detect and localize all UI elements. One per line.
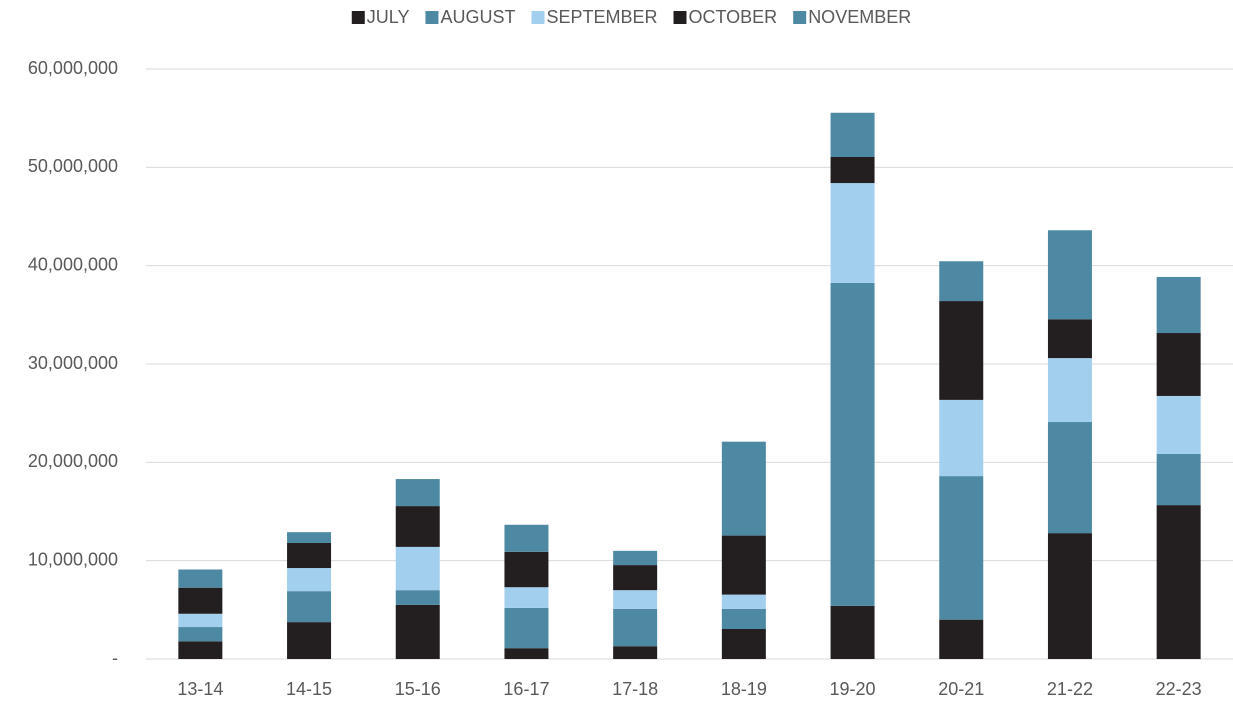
bar-segment xyxy=(395,604,440,659)
x-tick-label: 14-15 xyxy=(286,679,332,699)
bar-segment xyxy=(613,590,658,609)
bar-segment xyxy=(395,546,440,591)
x-tick-label: 13-14 xyxy=(177,679,223,699)
bar-segment xyxy=(939,261,984,302)
legend-swatch xyxy=(531,11,545,24)
bar-segment xyxy=(1156,276,1201,334)
bar-segment xyxy=(830,157,875,184)
legend-label: AUGUST xyxy=(440,7,515,27)
bar-segment xyxy=(287,622,332,659)
bar-segment xyxy=(287,591,332,623)
bar-segment xyxy=(1156,395,1201,454)
x-tick-label: 17-18 xyxy=(612,679,658,699)
x-tick-label: 21-22 xyxy=(1047,679,1093,699)
legend-swatch xyxy=(673,11,687,24)
y-tick-label: 10,000,000 xyxy=(28,549,118,569)
x-tick-label: 18-19 xyxy=(721,679,767,699)
legend-swatch xyxy=(793,11,807,24)
bar-segment xyxy=(1156,333,1201,396)
bar-segment xyxy=(287,542,332,569)
legend-swatch xyxy=(351,11,365,24)
bar-segment xyxy=(1047,533,1092,659)
bar-segment xyxy=(287,532,332,543)
bar-segment xyxy=(1047,358,1092,423)
bar-segment xyxy=(504,551,549,588)
bar-segment xyxy=(395,479,440,507)
bar-segment xyxy=(504,587,549,608)
x-tick-label: 20-21 xyxy=(938,679,984,699)
x-tick-label: 22-23 xyxy=(1156,679,1202,699)
bar-segment xyxy=(178,627,223,642)
bar-segment xyxy=(395,590,440,605)
legend-label: JULY xyxy=(367,7,410,27)
bar-segment xyxy=(613,565,658,591)
bar-segment xyxy=(504,607,549,649)
bar-segment xyxy=(613,608,658,647)
x-tick-label: 19-20 xyxy=(830,679,876,699)
bar-segment xyxy=(504,524,549,552)
bar-segment xyxy=(1156,453,1201,506)
bar-segment xyxy=(178,641,223,659)
y-tick-label: 50,000,000 xyxy=(28,156,118,176)
bar-segment xyxy=(721,441,766,536)
bar-segment xyxy=(830,282,875,606)
bar-segment xyxy=(939,399,984,477)
legend-label: SEPTEMBER xyxy=(546,7,657,27)
bar-segment xyxy=(613,550,658,566)
bar-segment xyxy=(1156,505,1201,659)
bar-segment xyxy=(178,613,223,628)
bar-segment xyxy=(721,608,766,630)
x-tick-label: 15-16 xyxy=(395,679,441,699)
y-tick-label: 60,000,000 xyxy=(28,58,118,78)
legend-swatch xyxy=(425,11,439,24)
bar-segment xyxy=(613,646,658,659)
bar-segment xyxy=(178,587,223,614)
y-tick-label: 40,000,000 xyxy=(28,254,118,274)
bar-segment xyxy=(395,506,440,547)
bar-segment xyxy=(721,535,766,595)
bar-segment xyxy=(1047,230,1092,320)
legend-label: NOVEMBER xyxy=(808,7,911,27)
bar-segment xyxy=(1047,422,1092,534)
bar-segment xyxy=(1047,319,1092,359)
bar-segment xyxy=(830,112,875,158)
bar-segment xyxy=(939,301,984,400)
legend-label: OCTOBER xyxy=(689,7,778,27)
x-tick-label: 16-17 xyxy=(503,679,549,699)
bar-segment xyxy=(721,594,766,609)
bar-segment xyxy=(830,605,875,659)
y-tick-label: 20,000,000 xyxy=(28,451,118,471)
bar-segment xyxy=(721,629,766,659)
bar-segment xyxy=(939,619,984,659)
y-tick-label: - xyxy=(112,648,118,668)
bar-segment xyxy=(939,476,984,620)
bar-segment xyxy=(504,648,549,659)
bar-segment xyxy=(287,568,332,592)
bar-segment xyxy=(178,569,223,588)
y-tick-label: 30,000,000 xyxy=(28,353,118,373)
bar-segment xyxy=(830,183,875,283)
